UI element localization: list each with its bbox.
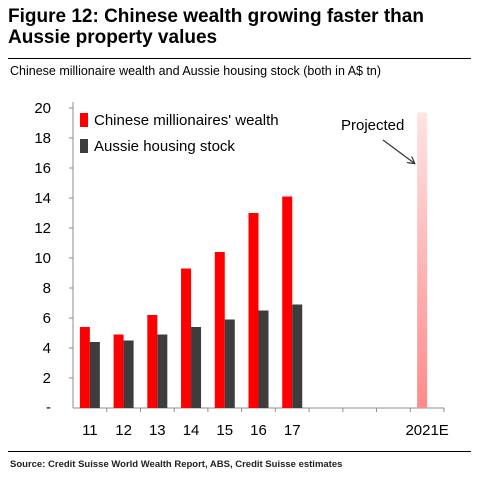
figure-title: Figure 12: Chinese wealth growing faster…: [8, 6, 468, 48]
legend-swatch: [80, 113, 88, 127]
legend-label: Aussie housing stock: [94, 138, 235, 155]
bar-aussie-housing: [157, 334, 168, 408]
y-tick-label: 4: [43, 340, 51, 357]
bar-aussie-housing: [123, 340, 134, 408]
x-tick-label: 17: [284, 422, 301, 439]
bar-chinese-wealth: [248, 213, 259, 408]
y-tick-label: -: [46, 399, 51, 416]
y-tick-label: 8: [43, 280, 51, 297]
legend-label: Chinese millionaires' wealth: [94, 112, 279, 129]
bar-chinese-wealth: [79, 327, 90, 408]
x-tick-label: 15: [216, 422, 233, 439]
y-tick-label: 18: [34, 130, 51, 147]
source-note: Source: Credit Suisse World Wealth Repor…: [10, 459, 343, 470]
y-tick-label: 10: [34, 250, 51, 267]
bar-aussie-housing: [191, 327, 202, 408]
bar-chinese-wealth: [147, 315, 158, 408]
top-rule: [8, 58, 471, 59]
bar-aussie-housing: [258, 310, 269, 408]
y-tick-label: 14: [34, 190, 51, 207]
figure-title-line-2: Aussie property values: [8, 27, 218, 48]
x-tick-label: 2021E: [405, 422, 448, 439]
y-tick-label: 6: [43, 310, 51, 327]
y-tick-label: 2: [43, 370, 51, 387]
bar-chinese-wealth: [113, 334, 124, 408]
x-tick-label: 14: [183, 422, 200, 439]
bar-aussie-housing: [224, 319, 235, 408]
y-tick-label: 16: [34, 160, 51, 177]
x-tick-label: 12: [115, 422, 132, 439]
bar-chinese-wealth-projected: [417, 112, 428, 408]
bar-chinese-wealth: [181, 268, 192, 408]
x-tick-label: 13: [149, 422, 166, 439]
x-tick-label: 16: [250, 422, 267, 439]
projected-arrow: [382, 139, 414, 163]
projected-annotation: Projected: [341, 117, 404, 134]
bar-aussie-housing: [292, 304, 303, 408]
bar-chinese-wealth: [214, 252, 225, 408]
chart-subtitle: Chinese millionaire wealth and Aussie ho…: [10, 64, 382, 78]
x-tick-label: 11: [82, 422, 98, 439]
legend-swatch: [80, 139, 88, 153]
bar-chinese-wealth: [282, 196, 293, 408]
figure-title-line-1: Figure 12: Chinese wealth growing faster…: [8, 6, 424, 27]
bottom-rule: [8, 451, 471, 452]
y-tick-label: 20: [34, 100, 51, 117]
bar-aussie-housing: [89, 342, 100, 408]
y-tick-label: 12: [34, 220, 51, 237]
